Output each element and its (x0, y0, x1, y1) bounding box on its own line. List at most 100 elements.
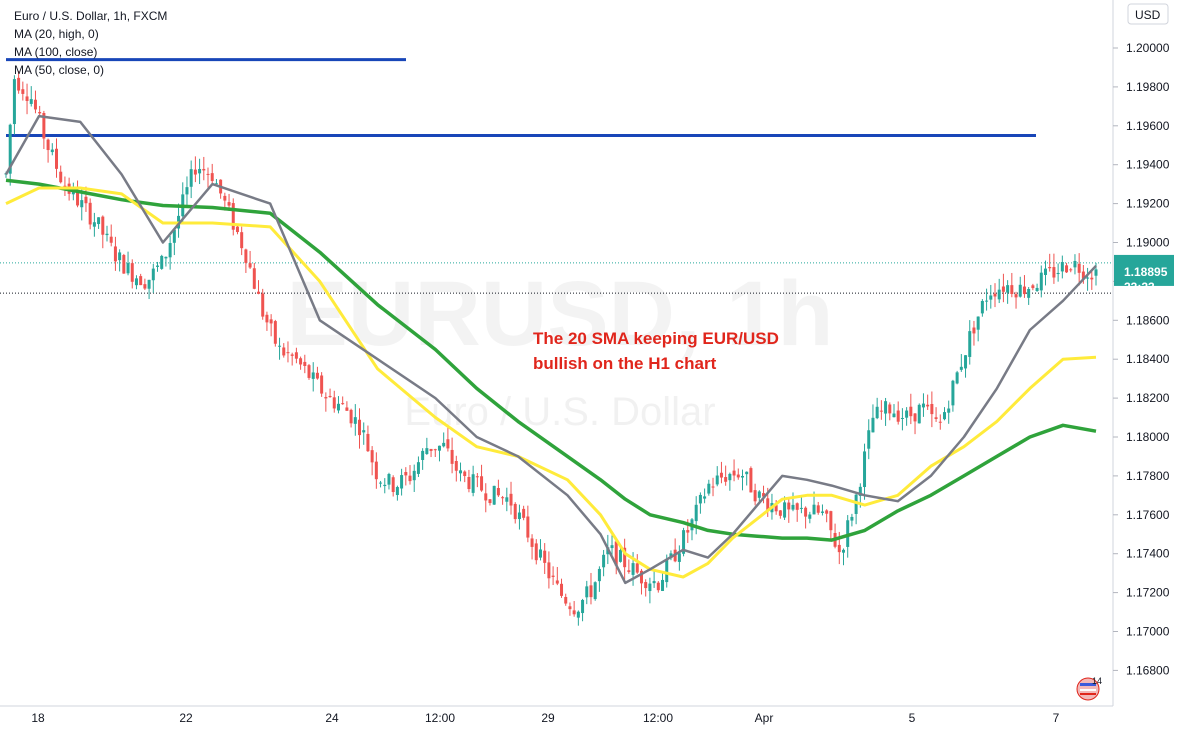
candle-body (223, 195, 227, 201)
candle-body (387, 473, 391, 485)
candle-body (930, 403, 934, 415)
candle-body (391, 477, 395, 493)
candle-body (879, 410, 883, 412)
indicator-ma100-label[interactable]: MA (100, close) (14, 45, 97, 59)
candle-body (92, 222, 96, 227)
us-flag-icon[interactable]: 14 (1076, 676, 1102, 701)
currency-button-frame[interactable] (1127, 3, 1169, 25)
candle-body (269, 319, 273, 324)
candle-body (892, 413, 896, 418)
time-tick-label: 12:00 (643, 711, 673, 725)
candle-body (118, 252, 122, 261)
candle-body (799, 507, 803, 509)
candle-body (408, 475, 412, 482)
candle-body (526, 516, 530, 538)
candle-body (273, 321, 277, 344)
candle-body (581, 599, 585, 614)
candle-body (1027, 289, 1031, 298)
candle-body (88, 202, 92, 225)
candle-body (244, 249, 248, 263)
candle-body (513, 503, 517, 520)
candle-body (286, 352, 290, 354)
candle-body (1065, 265, 1069, 273)
annotation-line-2: bullish on the H1 chart (533, 354, 717, 373)
price-tick-label: 1.17400 (1126, 547, 1170, 561)
candle-body (543, 550, 547, 563)
candle-body (661, 579, 665, 591)
time-tick-label: 7 (1053, 711, 1060, 725)
candle-body (913, 413, 917, 422)
candle-body (214, 183, 218, 185)
candle-body (888, 404, 892, 414)
candle-body (976, 316, 980, 330)
candle-body (905, 410, 909, 418)
candle-body (921, 403, 925, 408)
price-tick-label: 1.17000 (1126, 625, 1170, 639)
candle-body (686, 530, 690, 533)
candle-body (463, 471, 467, 477)
candle-body (618, 549, 622, 562)
candle-body (627, 570, 631, 572)
candle-body (1086, 277, 1090, 279)
candle-body (863, 451, 867, 488)
candle-body (955, 372, 959, 384)
candle-body (349, 409, 353, 424)
candle-body (38, 112, 42, 114)
candle-body (534, 543, 538, 561)
time-axis[interactable]: 18 22 24 12:00 29 12:00 Apr 5 7 (31, 711, 1059, 725)
candle-body (198, 168, 202, 174)
candle-body (366, 433, 370, 452)
candle-body (711, 486, 715, 488)
candle-body (168, 243, 172, 258)
candle-body (959, 366, 963, 370)
ma20-line (4, 114, 1097, 585)
candle-body (151, 268, 155, 281)
currency-button[interactable]: USD (1127, 3, 1169, 25)
candle-body (450, 449, 454, 464)
price-tick-label: 1.16800 (1126, 663, 1170, 677)
time-tick-label: 29 (541, 711, 555, 725)
candle-body (846, 520, 850, 547)
candle-body (917, 404, 921, 424)
candle-body (76, 190, 80, 206)
candle-body (980, 300, 984, 314)
indicator-ma50-label[interactable]: MA (50, close, 0) (14, 63, 104, 77)
time-tick-label: Apr (755, 711, 774, 725)
candle-body (850, 516, 854, 521)
candle-body (564, 596, 568, 604)
candle-body (804, 507, 808, 517)
candle-body (854, 494, 858, 514)
candle-body (816, 505, 820, 513)
candle-body (677, 553, 681, 562)
candle-body (858, 486, 862, 496)
currency-button-label[interactable]: USD (1135, 8, 1161, 22)
candle-body (206, 173, 210, 175)
candle-body (320, 375, 324, 394)
ma100-line (5, 178, 1097, 542)
candle-body (1073, 260, 1077, 268)
candle-body (80, 200, 84, 208)
candle-body (972, 327, 976, 334)
candle-body (101, 216, 105, 235)
candle-body (572, 610, 576, 615)
last-price-marker: 1.18895 23:23 (1114, 254, 1174, 294)
candle-body (942, 412, 946, 420)
candle-body (993, 293, 997, 297)
price-axis[interactable]: 1.20000 1.19800 1.19600 1.19400 1.19200 1.190… (1113, 41, 1170, 677)
candle-body (227, 202, 231, 206)
candle-body (109, 236, 113, 243)
candle-body (884, 401, 888, 414)
candle-body (185, 187, 189, 195)
indicator-ma20-label[interactable]: MA (20, high, 0) (14, 27, 99, 41)
candle-body (926, 404, 930, 407)
time-tick-label: 12:00 (425, 711, 455, 725)
candle-body (665, 559, 669, 583)
symbol-title[interactable]: Euro / U.S. Dollar, 1h, FXCM (14, 9, 167, 23)
candle-body (715, 475, 719, 485)
candle-body (635, 563, 639, 573)
candle-body (1077, 263, 1081, 273)
candle-body (538, 549, 542, 558)
candle-body (156, 265, 160, 267)
